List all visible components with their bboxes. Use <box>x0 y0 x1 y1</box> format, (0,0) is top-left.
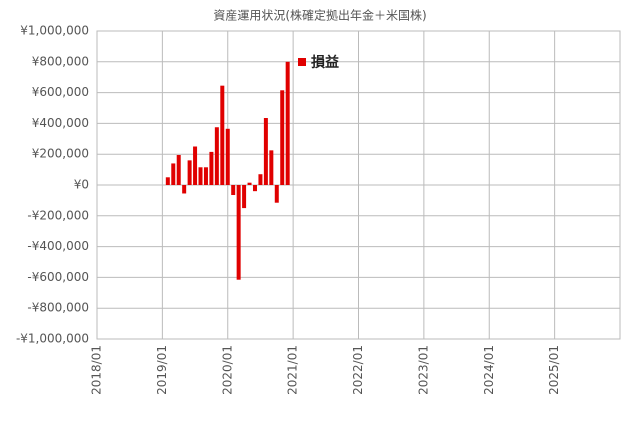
bar <box>225 128 230 185</box>
bar <box>236 185 241 280</box>
legend-swatch <box>298 58 306 66</box>
bar <box>263 118 268 185</box>
bar <box>285 61 290 185</box>
x-tick-label: 2019/01 <box>155 345 169 395</box>
bar <box>176 154 181 185</box>
bar <box>252 185 257 192</box>
y-tick-label: -¥400,000 <box>27 239 89 253</box>
y-tick-label: ¥600,000 <box>32 85 89 99</box>
y-tick-label: -¥600,000 <box>27 270 89 284</box>
bar <box>203 167 208 185</box>
bar <box>182 185 187 194</box>
y-tick-label: ¥400,000 <box>32 116 89 130</box>
bar <box>269 150 274 185</box>
y-tick-label: -¥200,000 <box>27 208 89 222</box>
bar <box>258 174 263 185</box>
x-tick-label: 2021/01 <box>286 345 300 395</box>
bar <box>274 185 279 203</box>
y-tick-label: -¥800,000 <box>27 301 89 315</box>
bar <box>165 177 170 185</box>
x-tick-label: 2018/01 <box>90 345 104 395</box>
y-tick-label: ¥200,000 <box>32 147 89 161</box>
bar <box>247 182 252 185</box>
bar <box>220 85 225 185</box>
bar <box>231 185 236 196</box>
y-tick-label: ¥0 <box>74 178 89 192</box>
bar <box>198 167 203 185</box>
y-tick-label: -¥1,000,000 <box>16 332 89 346</box>
x-tick-label: 2023/01 <box>416 345 430 395</box>
bar <box>280 90 285 185</box>
y-tick-label: ¥1,000,000 <box>20 24 89 38</box>
bar <box>171 163 176 185</box>
bar <box>209 151 214 185</box>
x-tick-label: 2025/01 <box>547 345 561 395</box>
x-tick-label: 2024/01 <box>482 345 496 395</box>
x-tick-label: 2022/01 <box>351 345 365 395</box>
bar <box>242 185 247 209</box>
legend-label: 損益 <box>311 54 339 71</box>
bar <box>187 160 192 185</box>
bar <box>214 127 219 185</box>
chart-title: 資産運用状況(株確定拠出年金＋米国株) <box>213 8 426 23</box>
bar <box>193 146 198 185</box>
x-tick-label: 2020/01 <box>220 345 234 395</box>
y-tick-label: ¥800,000 <box>32 54 89 68</box>
